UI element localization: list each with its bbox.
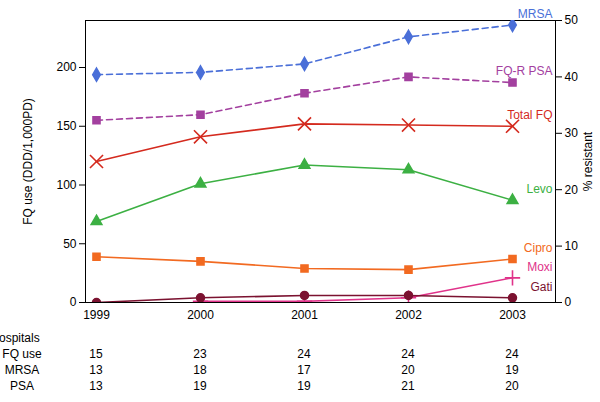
svg-text:Gati: Gati: [530, 280, 552, 294]
svg-text:FQ use (DDD/1,000PD): FQ use (DDD/1,000PD): [21, 98, 35, 225]
svg-text:100: 100: [56, 178, 76, 192]
svg-text:2000: 2000: [187, 308, 214, 322]
svg-text:20: 20: [401, 363, 415, 377]
svg-text:Total FQ: Total FQ: [507, 108, 552, 122]
svg-text:No. hospitals: No. hospitals: [0, 331, 40, 345]
svg-text:21: 21: [401, 379, 415, 393]
svg-text:30: 30: [565, 126, 579, 140]
svg-text:50: 50: [565, 13, 579, 27]
svg-text:17: 17: [297, 363, 311, 377]
svg-text:0: 0: [70, 295, 77, 309]
svg-text:10: 10: [565, 239, 579, 253]
svg-text:FQ use: FQ use: [2, 347, 42, 361]
svg-text:200: 200: [56, 60, 76, 74]
svg-text:Moxi: Moxi: [527, 260, 552, 274]
svg-text:13: 13: [89, 379, 103, 393]
svg-text:0: 0: [565, 295, 572, 309]
svg-text:19: 19: [193, 379, 207, 393]
svg-text:23: 23: [193, 347, 207, 361]
svg-text:19: 19: [297, 379, 311, 393]
svg-text:PSA: PSA: [10, 379, 34, 393]
svg-text:24: 24: [401, 347, 415, 361]
svg-text:% resistant: % resistant: [581, 131, 595, 191]
svg-text:MRSA: MRSA: [5, 363, 40, 377]
svg-text:2003: 2003: [499, 308, 526, 322]
svg-text:24: 24: [505, 347, 519, 361]
svg-text:FQ-R PSA: FQ-R PSA: [496, 64, 553, 78]
svg-text:2002: 2002: [395, 308, 422, 322]
svg-text:150: 150: [56, 119, 76, 133]
svg-text:50: 50: [63, 237, 77, 251]
svg-text:40: 40: [565, 70, 579, 84]
svg-text:13: 13: [89, 363, 103, 377]
svg-text:20: 20: [565, 183, 579, 197]
svg-text:15: 15: [89, 347, 103, 361]
svg-text:24: 24: [297, 347, 311, 361]
svg-text:1999: 1999: [83, 308, 110, 322]
svg-text:19: 19: [505, 363, 519, 377]
svg-text:2001: 2001: [291, 308, 318, 322]
svg-text:Levo: Levo: [526, 182, 552, 196]
svg-text:20: 20: [505, 379, 519, 393]
svg-text:Cipro: Cipro: [524, 241, 553, 255]
svg-text:18: 18: [193, 363, 207, 377]
svg-text:MRSA: MRSA: [518, 7, 553, 21]
